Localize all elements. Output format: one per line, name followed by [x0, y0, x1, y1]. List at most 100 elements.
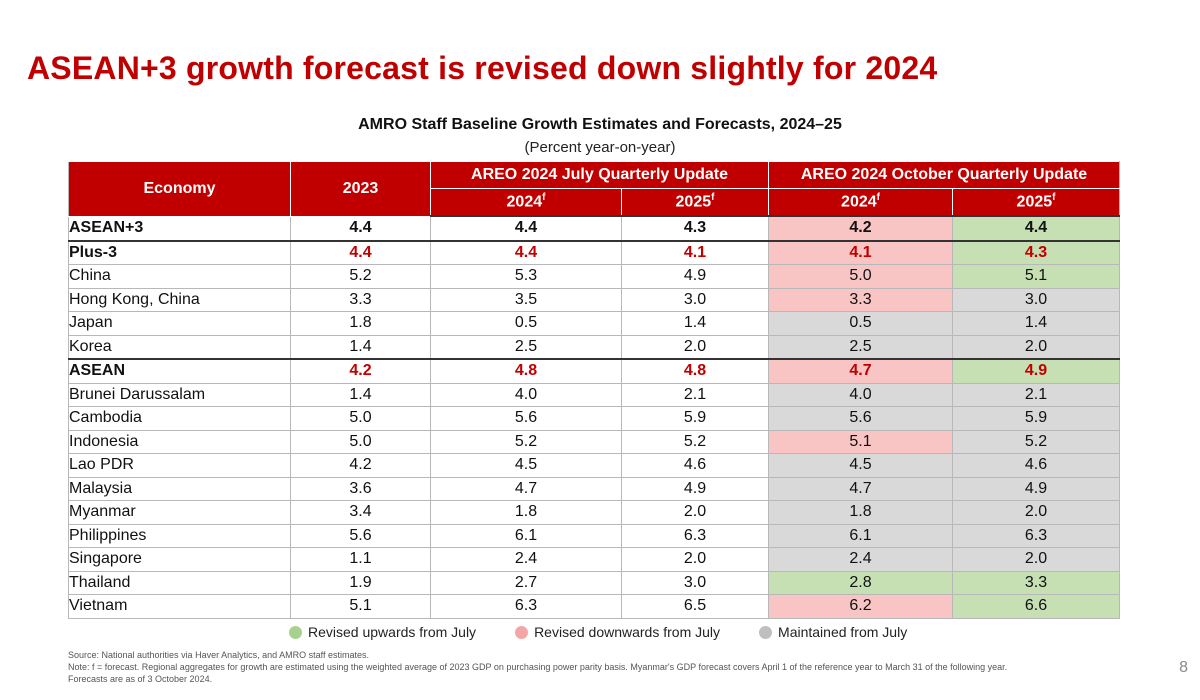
economy-name: Myanmar — [68, 500, 291, 525]
footnote: Note: f = forecast. Regional aggregates … — [68, 662, 1008, 684]
header-row-top: Economy 2023 AREO 2024 July Quarterly Up… — [68, 161, 1121, 217]
value-2023: 1.4 — [290, 382, 431, 407]
gray-dot-icon — [759, 625, 773, 639]
value-2023: 5.6 — [290, 523, 431, 548]
economy-name: Hong Kong, China — [68, 287, 291, 312]
value-july-2025: 2.0 — [620, 500, 770, 525]
value-october-2025: 5.2 — [952, 429, 1121, 454]
value-july-2025: 3.0 — [620, 287, 770, 312]
economy-name: Vietnam — [68, 594, 291, 619]
value-2023: 5.2 — [290, 264, 431, 289]
value-october-2025: 4.6 — [952, 453, 1121, 478]
value-2023: 4.4 — [290, 215, 431, 241]
header-row-years: 2024f 2025f 2024f 2025f — [69, 188, 1121, 217]
legend-label-up: Revised upwards from July — [308, 624, 477, 640]
value-july-2024: 4.4 — [430, 239, 622, 265]
value-july-2024: 4.4 — [430, 215, 622, 241]
value-july-2025: 4.9 — [620, 476, 770, 501]
value-october-2024: 4.5 — [768, 453, 954, 478]
value-july-2024: 4.7 — [430, 476, 622, 501]
table-row-lao-pdr: Lao PDR 4.2 4.5 4.6 4.5 4.6 — [68, 453, 1121, 478]
value-october-2025: 3.0 — [952, 287, 1121, 312]
value-october-2025: 4.9 — [952, 358, 1121, 384]
table-row-philippines: Philippines 5.6 6.1 6.3 6.1 6.3 — [68, 523, 1121, 548]
value-october-2025: 1.4 — [952, 311, 1121, 336]
value-october-2024: 3.3 — [768, 287, 954, 312]
table-row-thailand: Thailand 1.9 2.7 3.0 2.8 3.3 — [68, 570, 1121, 595]
header-october-2024: 2024f — [768, 188, 954, 217]
economy-name: ASEAN — [68, 358, 291, 384]
value-2023: 5.0 — [290, 406, 431, 431]
value-july-2024: 1.8 — [430, 500, 622, 525]
value-july-2025: 2.0 — [620, 334, 770, 360]
table-row-asean: ASEAN 4.2 4.8 4.8 4.7 4.9 — [68, 358, 1121, 384]
growth-forecast-table: Economy 2023 AREO 2024 July Quarterly Up… — [68, 161, 1121, 619]
economy-name: Plus-3 — [68, 239, 291, 265]
value-july-2024: 2.7 — [430, 570, 622, 595]
table-row-brunei: Brunei Darussalam 1.4 4.0 2.1 4.0 2.1 — [68, 382, 1121, 407]
value-july-2025: 6.3 — [620, 523, 770, 548]
table-row-indonesia: Indonesia 5.0 5.2 5.2 5.1 5.2 — [68, 429, 1121, 454]
table-row-vietnam: Vietnam 5.1 6.3 6.5 6.2 6.6 — [68, 594, 1121, 619]
header-july-2025: 2025f — [620, 188, 770, 217]
table-row-cambodia: Cambodia 5.0 5.6 5.9 5.6 5.9 — [68, 406, 1121, 431]
page-number: 8 — [1179, 659, 1188, 676]
table-row-asean3: ASEAN+3 4.4 4.4 4.3 4.2 4.4 — [68, 215, 1121, 241]
table-row-hong-kong: Hong Kong, China 3.3 3.5 3.0 3.3 3.0 — [68, 287, 1121, 312]
green-dot-icon — [289, 625, 302, 639]
value-2023: 1.9 — [290, 570, 431, 595]
value-2023: 3.4 — [290, 500, 431, 525]
value-july-2024: 6.3 — [430, 594, 622, 619]
value-2023: 3.3 — [290, 287, 431, 312]
value-october-2025: 2.0 — [952, 334, 1121, 360]
value-october-2025: 6.3 — [952, 523, 1121, 548]
value-october-2024: 4.7 — [768, 358, 954, 384]
value-july-2024: 2.5 — [430, 334, 622, 360]
table-row-malaysia: Malaysia 3.6 4.7 4.9 4.7 4.9 — [68, 476, 1121, 501]
value-october-2025: 2.1 — [952, 382, 1121, 407]
value-2023: 1.8 — [290, 311, 431, 336]
legend-item-up: Revised upwards from July — [289, 624, 476, 640]
value-july-2025: 4.8 — [620, 358, 770, 384]
value-october-2025: 5.1 — [952, 264, 1121, 289]
economy-name: Philippines — [68, 523, 291, 548]
table-unit: (Percent year-on-year) — [524, 139, 676, 156]
value-july-2025: 5.9 — [620, 406, 770, 431]
value-july-2025: 2.0 — [620, 547, 770, 572]
value-october-2025: 6.6 — [952, 594, 1121, 619]
value-july-2025: 4.9 — [620, 264, 770, 289]
legend: Revised upwards from July Revised downwa… — [289, 624, 907, 640]
value-july-2024: 6.1 — [430, 523, 622, 548]
header-october-2025: 2025f — [952, 188, 1121, 217]
value-october-2025: 4.4 — [952, 215, 1121, 241]
value-july-2025: 3.0 — [620, 570, 770, 595]
value-october-2024: 0.5 — [768, 311, 954, 336]
legend-item-same: Maintained from July — [759, 624, 907, 640]
value-october-2025: 2.0 — [952, 500, 1121, 525]
value-october-2025: 4.9 — [952, 476, 1121, 501]
header-october-update: AREO 2024 October Quarterly Update — [768, 161, 1121, 189]
economy-name: Cambodia — [68, 406, 291, 431]
value-october-2024: 5.0 — [768, 264, 954, 289]
value-october-2024: 2.4 — [768, 547, 954, 572]
pink-dot-icon — [515, 625, 529, 639]
value-july-2024: 4.0 — [430, 382, 622, 407]
economy-name: Indonesia — [68, 429, 291, 454]
value-july-2025: 5.2 — [620, 429, 770, 454]
economy-name: Korea — [68, 334, 291, 360]
value-october-2024: 4.2 — [768, 215, 954, 241]
economy-name: Malaysia — [68, 476, 291, 501]
legend-label-down: Revised downwards from July — [534, 624, 721, 640]
header-july-2024: 2024f — [430, 188, 622, 217]
value-july-2024: 5.3 — [430, 264, 622, 289]
value-2023: 5.0 — [290, 429, 431, 454]
economy-name: Brunei Darussalam — [68, 382, 291, 407]
value-october-2024: 1.8 — [768, 500, 954, 525]
page-title: ASEAN+3 growth forecast is revised down … — [27, 50, 938, 86]
value-october-2025: 5.9 — [952, 406, 1121, 431]
table-row-japan: Japan 1.8 0.5 1.4 0.5 1.4 — [68, 311, 1121, 336]
value-2023: 4.2 — [290, 453, 431, 478]
value-october-2025: 2.0 — [952, 547, 1121, 572]
value-2023: 1.4 — [290, 334, 431, 360]
value-july-2024: 2.4 — [430, 547, 622, 572]
